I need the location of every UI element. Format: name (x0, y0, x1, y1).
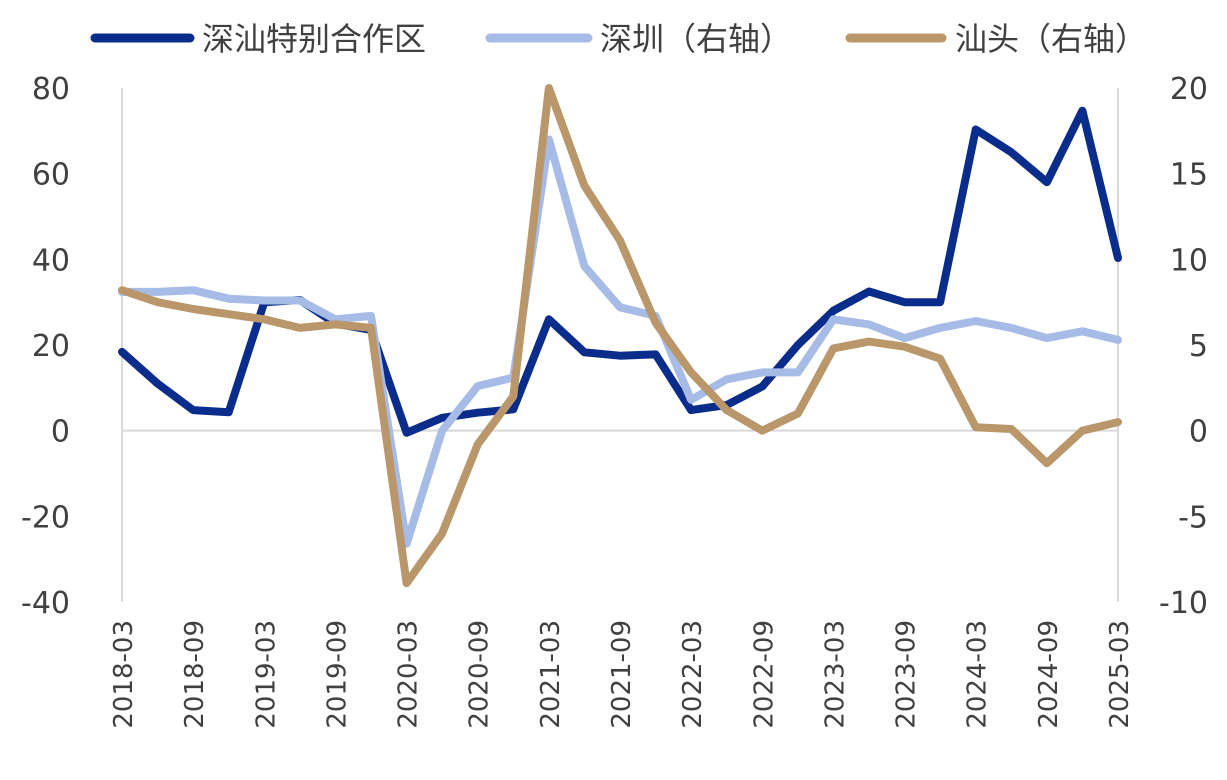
y-right-tick-label: 15 (1170, 158, 1208, 193)
x-tick-label: 2025-03 (1105, 620, 1135, 729)
y-left-tick-label: 80 (32, 72, 70, 107)
x-tick-label: 2021-03 (536, 620, 566, 729)
y-right-tick-label: 20 (1170, 72, 1208, 107)
series-line-0 (118, 106, 1122, 437)
x-tick-label: 2024-09 (1034, 620, 1064, 729)
x-tick-label: 2018-03 (109, 620, 139, 729)
series-lines (118, 84, 1122, 588)
y-left-tick-label: 60 (32, 158, 70, 193)
x-tick-label: 2020-09 (465, 620, 495, 729)
series-line-2 (118, 84, 1122, 588)
y-right-tick-label: -5 (1178, 500, 1208, 535)
series-line-1 (118, 135, 1122, 548)
x-tick-label: 2023-03 (820, 620, 850, 729)
x-tick-label: 2019-09 (322, 620, 352, 729)
y-left-tick-label: 40 (32, 243, 70, 278)
y-left-tick-label: 0 (51, 415, 70, 450)
y-right-tick-label: 10 (1170, 243, 1208, 278)
x-tick-label: 2021-09 (607, 620, 637, 729)
x-tick-label: 2024-03 (963, 620, 993, 729)
y-right-tick-label: 0 (1189, 415, 1208, 450)
x-tick-label: 2019-03 (251, 620, 281, 729)
legend-label-2: 汕头（右轴） (955, 20, 1147, 58)
x-tick-label: 2022-03 (678, 620, 708, 729)
y-right-tick-label: -10 (1159, 586, 1208, 621)
y-left-tick-label: -40 (21, 586, 70, 621)
y-right-tick-label: 5 (1189, 329, 1208, 364)
x-tick-label: 2018-09 (180, 620, 210, 729)
x-tick-label: 2020-03 (394, 620, 424, 729)
axes: 80 60 40 20 0 -20 -40 20 15 10 5 0 -5 -10 2018-03 2018-… (21, 72, 1208, 729)
legend-label-1: 深圳（右轴） (600, 20, 792, 58)
y-left-tick-label: -20 (21, 500, 70, 535)
y-left-tick-label: 20 (32, 329, 70, 364)
legend-label-0: 深汕特别合作区 (202, 20, 426, 58)
legend: 深汕特别合作区 深圳（右轴） 汕头（右轴） (90, 20, 1147, 58)
x-tick-label: 2023-09 (892, 620, 922, 729)
x-tick-label: 2022-09 (749, 620, 779, 729)
